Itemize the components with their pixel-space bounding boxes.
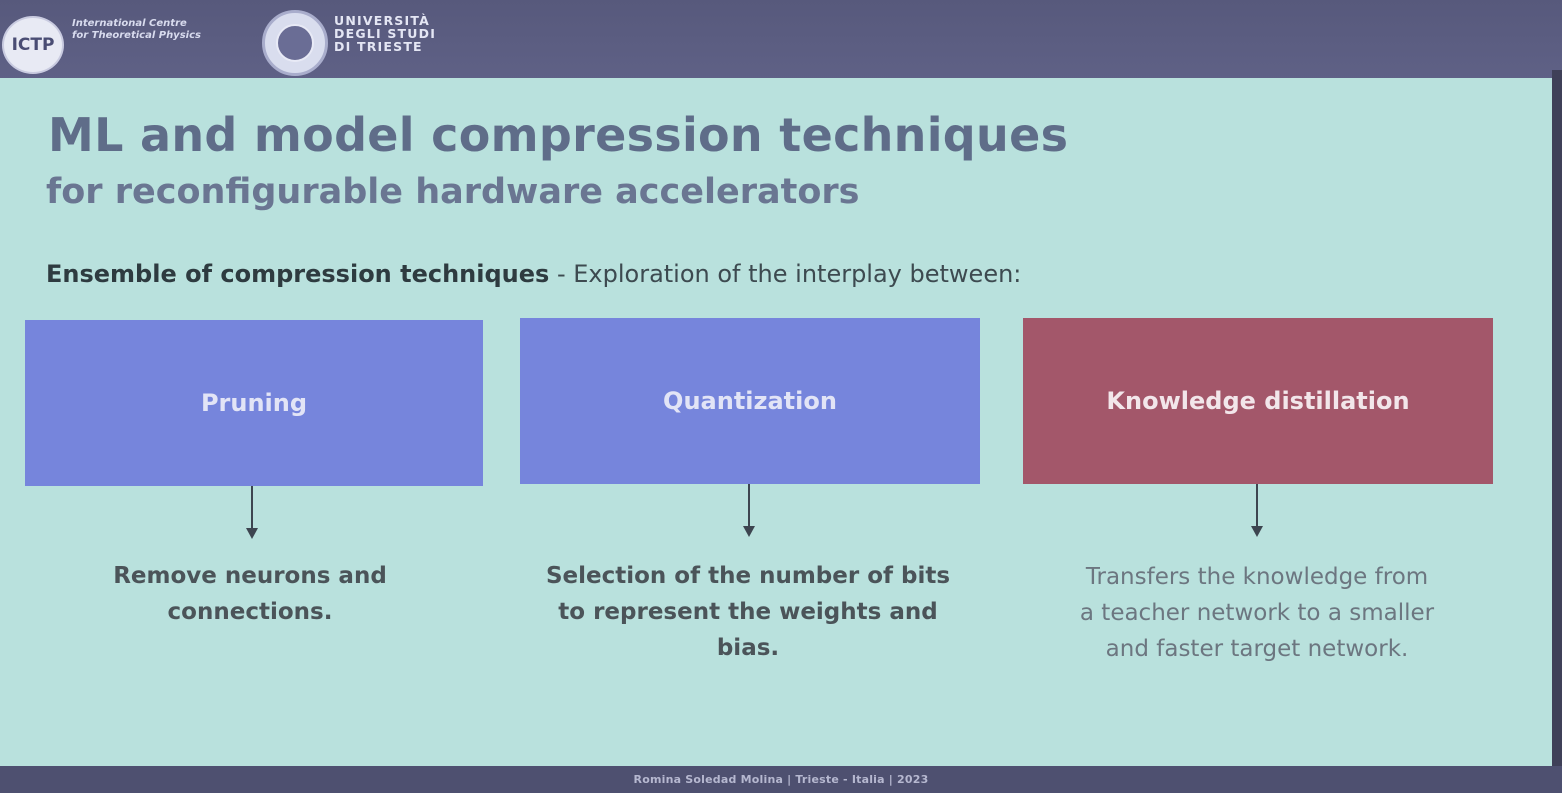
pruning-description: Remove neurons and connections.: [60, 558, 440, 630]
intro-rest: - Exploration of the interplay between:: [549, 260, 1022, 288]
slide-title: ML and model compression techniques: [48, 108, 1069, 162]
university-line2: DEGLI STUDI: [334, 26, 437, 41]
university-line3: DI TRIESTE: [334, 39, 423, 54]
pruning-arrow-icon: [245, 486, 259, 542]
knowledge-distillation-label: Knowledge distillation: [1106, 387, 1410, 415]
knowledge-distillation-description: Transfers the knowledge from a teacher n…: [1034, 559, 1480, 667]
knowledge-distillation-arrow-icon: [1250, 484, 1264, 540]
ictp-logo-text: ICTP: [11, 35, 55, 55]
quantization-description: Selection of the number of bits to repre…: [528, 558, 968, 666]
quantization-arrow-icon: [742, 484, 756, 540]
intro-bold: Ensemble of compression techniques: [46, 260, 550, 288]
screen-edge: [1552, 70, 1562, 770]
header-bar: ICTP International Centre for Theoretica…: [0, 0, 1562, 80]
pruning-desc-line2: connections.: [167, 599, 333, 625]
kd-desc-line1: Transfers the knowledge from: [1085, 564, 1429, 590]
intro-text: Ensemble of compression techniques - Exp…: [46, 260, 1021, 288]
university-name: UNIVERSITÀ DEGLI STUDI DI TRIESTE: [334, 14, 474, 53]
ictp-name-line2: for Theoretical Physics: [72, 30, 201, 41]
ictp-name: International Centre for Theoretical Phy…: [72, 18, 252, 42]
pruning-desc-line1: Remove neurons and: [113, 563, 387, 589]
kd-desc-line3: and faster target network.: [1105, 636, 1409, 662]
pruning-label: Pruning: [200, 389, 308, 417]
slide-subtitle: for reconfigurable hardware accelerators: [46, 172, 860, 212]
quantization-box: Quantization: [520, 318, 980, 484]
quantization-desc-line3: bias.: [716, 635, 780, 661]
kd-desc-line2: a teacher network to a smaller: [1079, 600, 1435, 626]
ictp-logo: ICTP: [2, 16, 64, 74]
quantization-desc-line1: Selection of the number of bits: [545, 563, 951, 589]
university-line1: UNIVERSITÀ: [334, 13, 430, 28]
quantization-label: Quantization: [663, 387, 837, 415]
ictp-name-line1: International Centre: [72, 18, 187, 29]
knowledge-distillation-box: Knowledge distillation: [1023, 318, 1493, 484]
footer-bar: Romina Soledad Molina | Trieste - Italia…: [0, 766, 1562, 793]
university-seal-icon: [262, 10, 328, 76]
pruning-box: Pruning: [25, 320, 483, 486]
footer-text: Romina Soledad Molina | Trieste - Italia…: [633, 773, 929, 786]
quantization-desc-line2: to represent the weights and: [558, 599, 938, 625]
